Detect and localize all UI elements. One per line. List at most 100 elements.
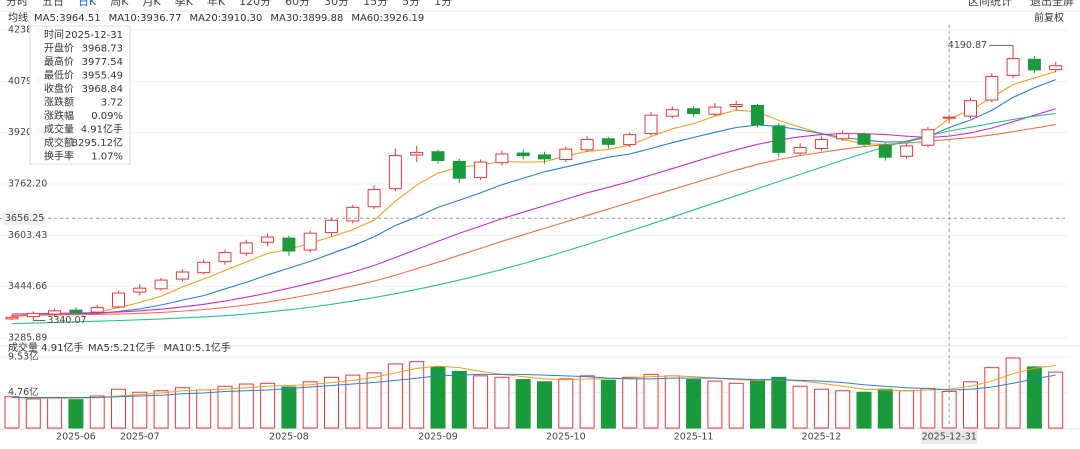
volume-bar (68, 399, 84, 429)
volume-bar (409, 361, 425, 429)
candle-body (48, 310, 62, 315)
volume-bar (622, 376, 638, 429)
candle-body (410, 151, 424, 156)
volume-bar (835, 390, 851, 429)
candle-body (1049, 65, 1063, 71)
volume-bar (686, 379, 702, 429)
button[interactable]: 退出全屏 (1030, 0, 1074, 8)
tooltip-label: 涨跌额 (44, 96, 74, 109)
y-tick-label: 4.76亿 (8, 386, 39, 398)
volume-bar (537, 381, 552, 429)
crosshair-price: 3656.25 (5, 213, 44, 224)
tab[interactable]: 日K (78, 0, 97, 8)
tab[interactable]: 30分 (324, 0, 349, 8)
volume-bar (728, 382, 744, 429)
candle-body (5, 316, 19, 320)
y-tick-label: 3920.96 (8, 127, 47, 138)
legend-entry: MA10:3936.77 (109, 13, 182, 24)
tooltip-value: 3977.54 (82, 57, 123, 68)
volume-bar (47, 396, 63, 429)
x-tick-label: 2025-07 (120, 432, 160, 443)
tab[interactable]: 月K (142, 0, 161, 8)
candle-body (346, 206, 360, 222)
tab[interactable]: 60分 (285, 0, 310, 8)
adjust-label[interactable]: 前复权 (1034, 11, 1064, 24)
tab[interactable]: 5分 (402, 0, 420, 8)
candle-body (836, 133, 850, 140)
volume-ma-line (11, 364, 1056, 399)
tab[interactable]: 季K (175, 0, 194, 8)
tab[interactable]: 周K (110, 0, 129, 8)
volume-ma-line (12, 373, 1056, 398)
candle-body (814, 138, 828, 149)
candle-body (857, 133, 871, 145)
legend-entry: MA5:3964.51 (34, 13, 101, 24)
volume-bar (1005, 357, 1021, 429)
tooltip-value: 3955.49 (82, 71, 123, 82)
legend-entry: MA20:3910.30 (189, 13, 262, 24)
tooltip-value: 4.91亿手 (81, 123, 123, 136)
candle-body (964, 100, 977, 117)
legend-entry: MA60:3926.19 (351, 13, 424, 24)
tab[interactable]: 年K (207, 0, 226, 8)
volume-bar (1048, 371, 1064, 429)
tab[interactable]: 1分 (434, 0, 452, 8)
volume-bar (153, 390, 169, 429)
tooltip-box (29, 25, 131, 165)
candle-body (580, 138, 594, 151)
volume-bar (281, 386, 297, 429)
button[interactable]: 区间统计 (968, 0, 1012, 8)
volume-title: 成交量 4.91亿手 (8, 341, 83, 354)
y-tick-label: 3762.20 (8, 178, 47, 189)
volume-bar (302, 381, 318, 429)
tab[interactable]: 五日 (42, 0, 64, 8)
volume-bar (25, 398, 41, 429)
tooltip-value: 0.09% (91, 111, 123, 122)
tooltip-label: 涨跌幅 (44, 109, 74, 122)
tab[interactable]: 15分 (363, 0, 388, 8)
candle-body (474, 161, 488, 179)
volume-bar (750, 379, 765, 429)
ma-line (11, 79, 1056, 317)
ma-title: 均线 (8, 11, 28, 24)
volume-bar (473, 375, 489, 429)
candle-body (452, 160, 466, 179)
legend-entry: MA5:5.21亿手 (88, 341, 155, 354)
candle-body (772, 125, 786, 153)
candle-body (325, 219, 338, 234)
candle-body (197, 261, 211, 274)
tab[interactable]: 分时 (6, 0, 28, 8)
candle-body (644, 114, 658, 135)
tooltip-value: 3968.84 (82, 84, 123, 95)
low-label: 3340.07 (47, 315, 86, 326)
candle-body (900, 145, 914, 157)
volume-bar (217, 385, 233, 429)
candle-body (921, 129, 935, 146)
volume-bar (451, 370, 467, 429)
candle-body (26, 312, 40, 318)
tooltip-label: 成交量 (44, 123, 74, 136)
candle-body (516, 152, 530, 157)
y-tick-label: 4238.50 (8, 25, 47, 36)
volume-bar (324, 376, 339, 429)
candle-body (793, 147, 807, 154)
volume-bar (558, 378, 574, 429)
tooltip-value: 8295.12亿 (72, 136, 123, 149)
candle-body (729, 104, 743, 107)
candle-body (687, 108, 701, 115)
tooltip-value: 1.07% (91, 152, 123, 163)
volume-bar (494, 376, 510, 429)
x-tick-label: 2025-08 (269, 432, 309, 443)
crosshair-date: 2025-12-31 (922, 432, 977, 443)
volume-bar (856, 391, 872, 429)
tab[interactable]: 120分 (239, 0, 271, 8)
candle-body (665, 109, 679, 117)
candle-body (69, 309, 83, 313)
ma-line (11, 71, 1056, 318)
volume-bar (430, 366, 446, 429)
volume-bar (707, 380, 723, 429)
volume-bar (260, 382, 276, 429)
candle-body (112, 292, 125, 308)
candle-body (303, 232, 317, 251)
candle-body (1006, 58, 1020, 76)
